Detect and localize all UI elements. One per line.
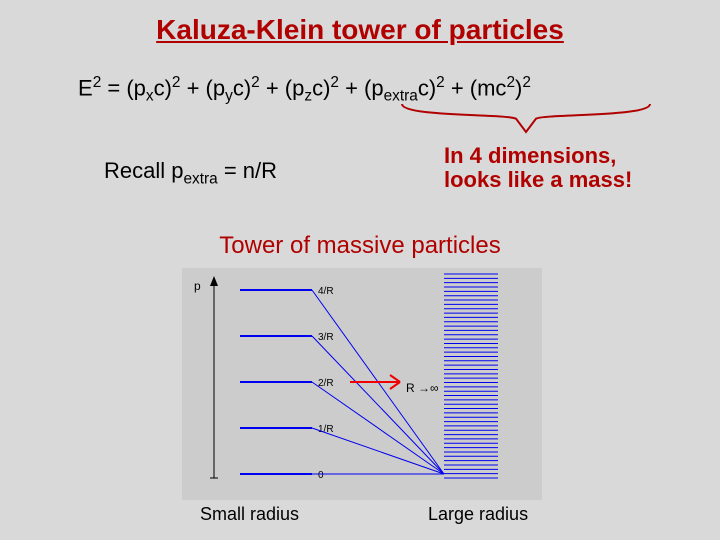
eq-s5: 2 [436, 74, 445, 91]
eq-p2: c) [154, 75, 172, 100]
large-radius-label: Large radius [428, 504, 528, 525]
eq-p8: c) [418, 75, 436, 100]
fourdim-l1: In 4 dimensions, [444, 144, 632, 168]
fourdim-l2: looks like a mass! [444, 168, 632, 192]
recall-sub: extra [183, 170, 217, 187]
chart-svg: p4/R3/R2/R1/R0R →∞ [182, 268, 542, 500]
title-text: Kaluza-Klein tower of particles [156, 14, 564, 45]
svg-text:p: p [194, 279, 201, 293]
eq-p6: c) [312, 75, 330, 100]
recall-line: Recall pextra = n/R [104, 158, 277, 188]
four-dim-note: In 4 dimensions, looks like a mass! [444, 144, 632, 192]
eq-p7: + (p [339, 75, 384, 100]
eq-s3: 2 [251, 74, 260, 91]
recall-pre: Recall p [104, 158, 183, 183]
small-radius-label: Small radius [200, 504, 299, 525]
eq-s1: 2 [93, 74, 102, 91]
curly-brace [398, 100, 654, 134]
svg-text:R →∞: R →∞ [406, 381, 439, 395]
svg-text:4/R: 4/R [318, 286, 334, 297]
eq-E: E [78, 75, 93, 100]
slide-title: Kaluza-Klein tower of particles [0, 14, 720, 46]
eq-p9: + (mc [445, 75, 507, 100]
tower-subtitle: Tower of massive particles [0, 232, 720, 260]
eq-p1: = (p [101, 75, 146, 100]
tower-chart: p4/R3/R2/R1/R0R →∞ [182, 268, 542, 500]
svg-text:3/R: 3/R [318, 332, 334, 343]
eq-s7: 2 [522, 74, 531, 91]
svg-text:1/R: 1/R [318, 424, 334, 435]
eq-y: y [225, 88, 233, 105]
svg-text:0: 0 [318, 470, 324, 481]
eq-z: z [304, 88, 312, 105]
eq-s4: 2 [330, 74, 339, 91]
eq-s6: 2 [506, 74, 515, 91]
eq-p4: c) [233, 75, 251, 100]
eq-x: x [146, 88, 154, 105]
eq-p5: + (p [260, 75, 305, 100]
tower-subtitle-text: Tower of massive particles [219, 232, 500, 259]
eq-p3: + (p [180, 75, 225, 100]
recall-post: = n/R [218, 158, 277, 183]
